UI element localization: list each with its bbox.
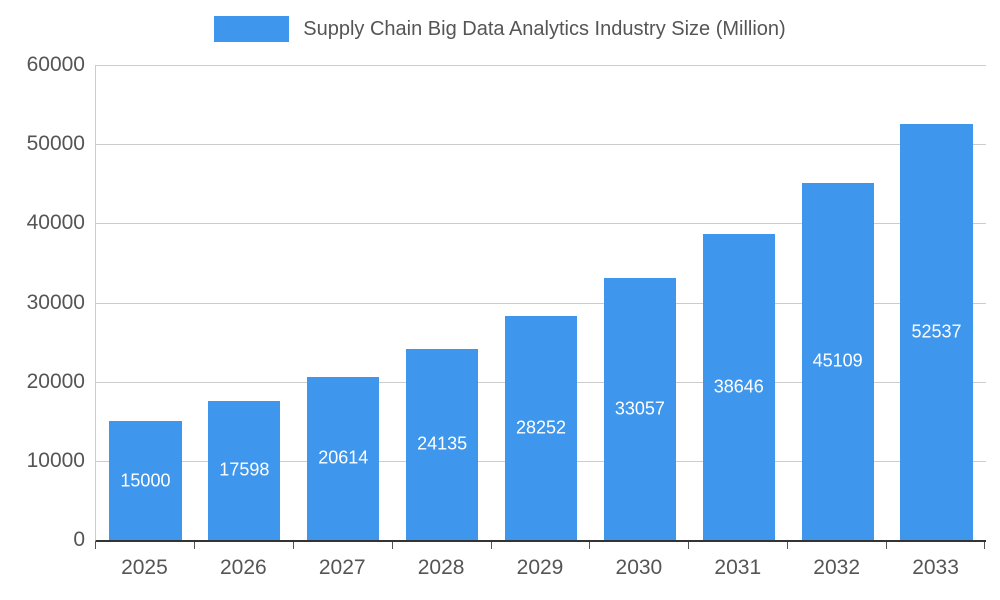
bar-2025 [109, 421, 182, 540]
bar-value-label: 38646 [713, 376, 764, 397]
gridline [96, 302, 986, 304]
y-tick-label: 40000 [26, 211, 85, 235]
legend-item[interactable]: Supply Chain Big Data Analytics Industry… [0, 14, 1000, 44]
x-axis-tick [984, 542, 985, 549]
x-axis-tick [193, 542, 195, 549]
legend-swatch [214, 16, 290, 42]
y-tick-label: 0 [73, 528, 85, 551]
bar-value-label: 15000 [120, 470, 171, 491]
bar-2029 [504, 316, 578, 540]
x-tick-label: 2026 [219, 556, 267, 579]
bar-2028 [406, 348, 479, 540]
x-axis-tick [292, 542, 294, 549]
bar-value-label: 28252 [515, 417, 567, 438]
gridline [96, 144, 986, 146]
gridline [96, 223, 986, 225]
x-axis-tick [589, 542, 591, 549]
bar-value-label: 24135 [417, 433, 468, 454]
gridline [96, 65, 986, 66]
x-axis-tick [688, 542, 690, 549]
bar-2030 [603, 278, 676, 540]
legend-label: Supply Chain Big Data Analytics Industry… [303, 17, 786, 40]
bar-value-label: 17598 [219, 459, 270, 480]
x-axis-labels: 2025 2026 2027 2028 2029 2030 2031 2032 2033 [95, 552, 985, 592]
x-tick-label: 2031 [714, 556, 762, 579]
y-tick-label: 20000 [26, 369, 85, 393]
x-tick-label: 2032 [813, 556, 861, 579]
bar-2032 [801, 182, 874, 540]
bar-2026 [208, 400, 281, 540]
y-tick-label: 50000 [26, 132, 85, 156]
bar-value-label: 52537 [911, 321, 962, 342]
bar-2027 [307, 376, 380, 540]
plot-area: 15000 17598 20614 24135 28252 33057 38646 45109… [95, 65, 986, 542]
x-axis-tick [886, 542, 888, 549]
y-tick-label: 30000 [26, 290, 85, 314]
bar-2033 [900, 124, 973, 540]
x-axis-ticks [95, 542, 985, 550]
x-tick-label: 2028 [417, 556, 465, 579]
y-tick-label: 10000 [26, 448, 85, 472]
y-axis-labels: 0 10000 20000 30000 40000 50000 60000 [0, 53, 85, 551]
bar-value-label: 20614 [318, 447, 369, 468]
x-axis-tick [95, 542, 96, 549]
x-axis-tick [787, 542, 789, 549]
x-axis-tick [490, 542, 492, 549]
bar-value-label: 45109 [812, 350, 863, 371]
x-tick-label: 2027 [318, 556, 366, 579]
bar-2031 [702, 234, 775, 540]
x-axis-tick [391, 542, 393, 549]
x-tick-label: 2030 [615, 556, 663, 579]
x-tick-label: 2029 [516, 556, 564, 579]
bar-value-label: 33057 [614, 398, 665, 419]
y-tick-label: 60000 [26, 53, 85, 76]
x-tick-label: 2025 [121, 556, 168, 579]
x-tick-label: 2033 [912, 556, 959, 579]
